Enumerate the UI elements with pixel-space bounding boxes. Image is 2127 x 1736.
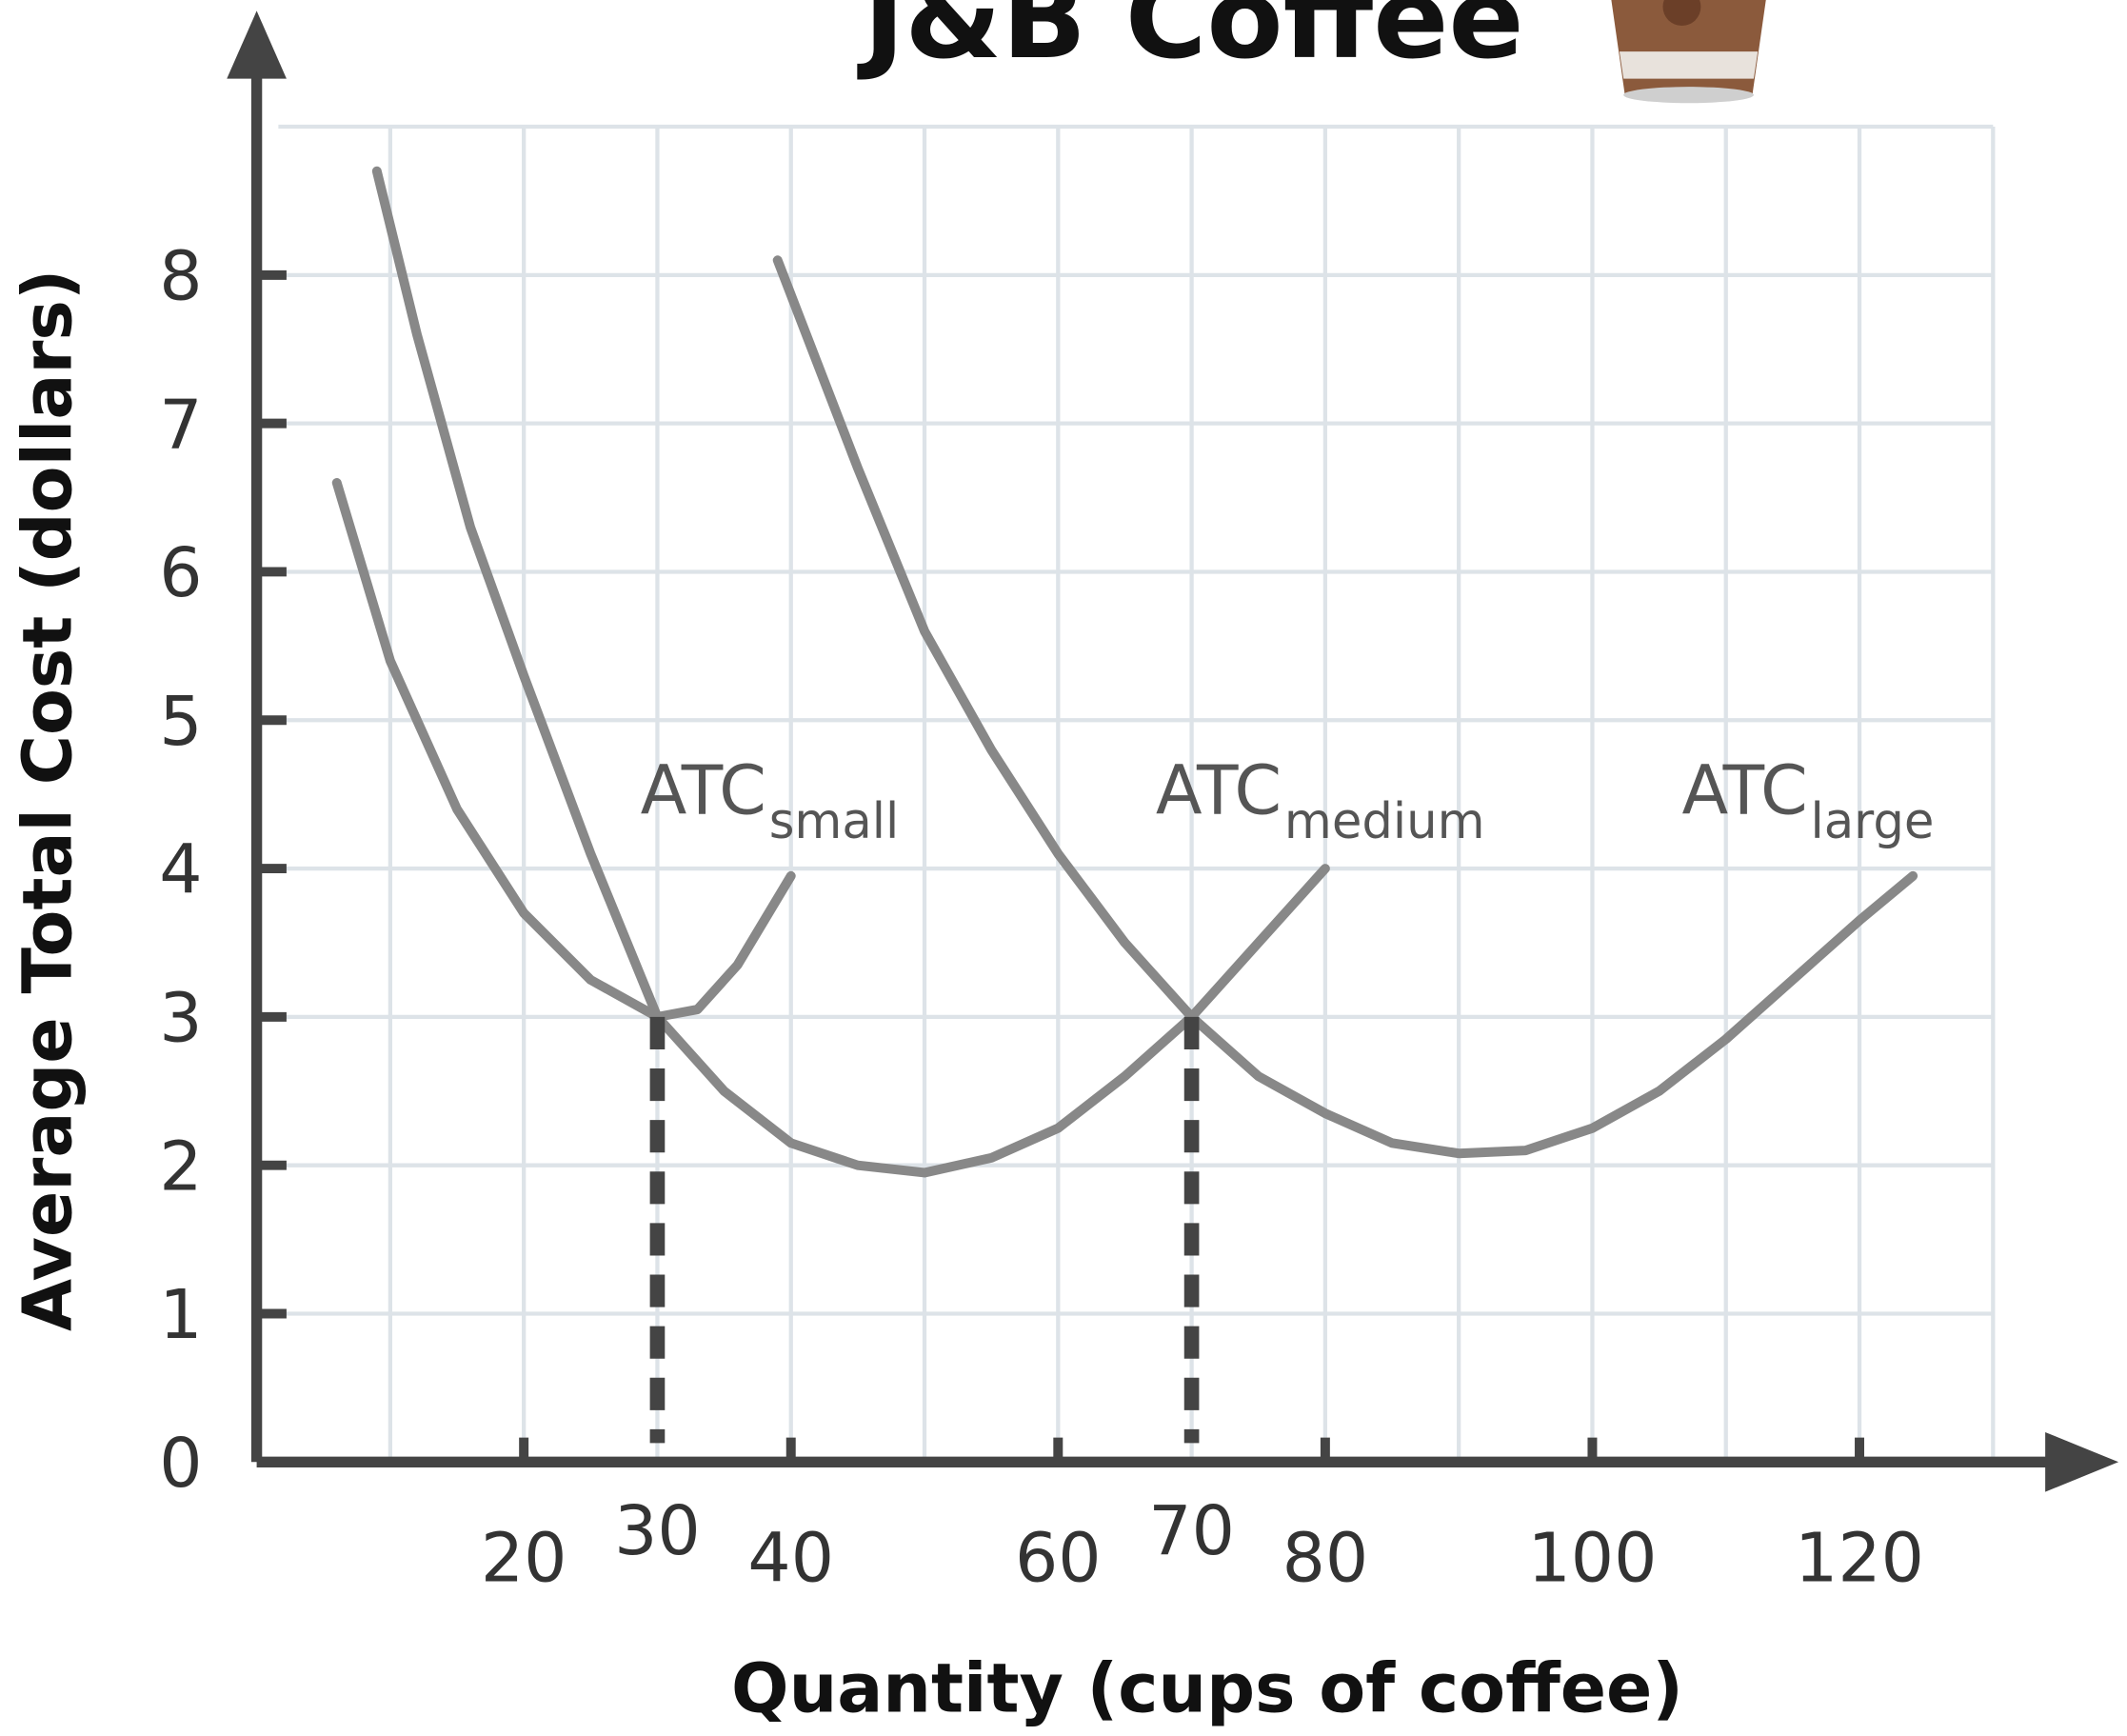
chart-title: J&B Coffee xyxy=(857,0,1524,84)
curve-label: ATC xyxy=(641,751,766,830)
curve-label: ATC xyxy=(1681,751,1807,830)
y-tick-label: 6 xyxy=(159,533,202,612)
curve-label: ATC xyxy=(1156,751,1282,830)
y-tick-label: 5 xyxy=(159,682,202,761)
atc-curve xyxy=(371,166,1330,1178)
y-tick-label: 4 xyxy=(159,830,202,909)
x-tick-label: 20 xyxy=(481,1519,567,1598)
atc-curve xyxy=(331,477,796,1022)
y-tick-label: 8 xyxy=(159,236,202,315)
curve-label-subscript: large xyxy=(1811,793,1935,850)
curve-label-subscript: small xyxy=(769,793,900,850)
x-axis-arrow xyxy=(2045,1431,2119,1492)
y-axis-title: Average Total Cost (dollars) xyxy=(8,269,87,1332)
x-tick-label: 80 xyxy=(1282,1519,1369,1598)
x-tick-label: 70 xyxy=(1148,1491,1235,1570)
x-tick-label: 40 xyxy=(747,1519,834,1598)
x-axis-title: Quantity (cups of coffee) xyxy=(731,1648,1683,1727)
curve-label-subscript: medium xyxy=(1284,793,1485,850)
y-tick-label: 3 xyxy=(159,979,202,1058)
atc-curve xyxy=(772,255,1918,1159)
y-tick-label: 1 xyxy=(159,1275,202,1354)
y-axis-arrow xyxy=(227,10,287,79)
x-tick-label: 100 xyxy=(1527,1519,1657,1598)
y-tick-label: 7 xyxy=(159,385,202,464)
x-tick-label: 60 xyxy=(1015,1519,1102,1598)
coffee-cup-icon xyxy=(1611,0,1766,104)
y-tick-label: 2 xyxy=(159,1127,202,1206)
y-tick-label: 0 xyxy=(159,1424,202,1503)
x-tick-label: 30 xyxy=(614,1491,701,1570)
x-tick-label: 120 xyxy=(1795,1519,1924,1598)
